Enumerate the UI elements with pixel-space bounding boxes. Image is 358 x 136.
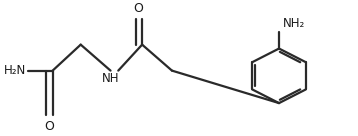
Text: H₂N: H₂N xyxy=(4,64,26,77)
Text: NH₂: NH₂ xyxy=(282,17,305,30)
Text: NH: NH xyxy=(102,72,119,85)
Text: O: O xyxy=(134,2,144,15)
Text: O: O xyxy=(44,120,54,133)
